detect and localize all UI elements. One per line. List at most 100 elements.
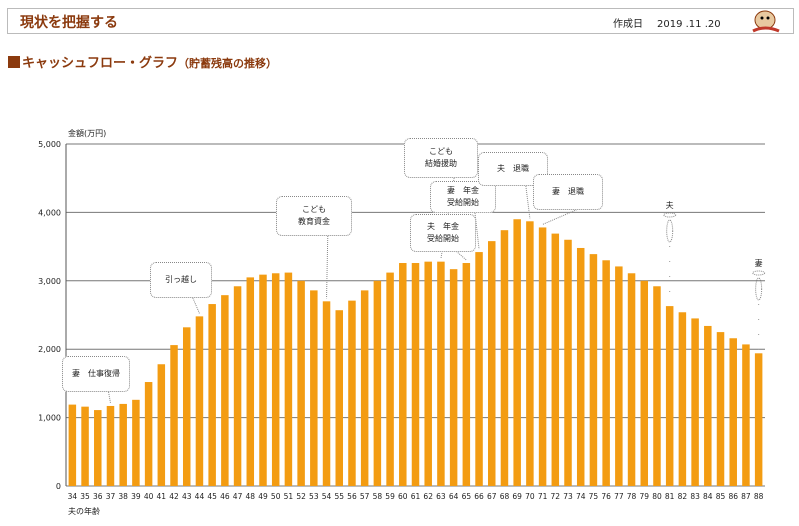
callout-pointer (542, 207, 581, 225)
x-tick-label: 64 (449, 492, 459, 501)
bar-age-87 (742, 344, 750, 486)
annotation-marker-icon (752, 270, 766, 276)
x-tick-label: 53 (309, 492, 319, 501)
y-tick-label: 0 (56, 482, 61, 491)
bar-age-39 (132, 399, 140, 486)
bar-age-79 (640, 280, 649, 486)
callout-pointer (191, 295, 200, 314)
bar-age-47 (233, 286, 242, 486)
x-tick-label: 38 (118, 492, 128, 501)
section-heading: キャッシュフロー・グラフ（貯蓄残高の推移） (8, 52, 277, 71)
x-tick-label: 75 (589, 492, 599, 501)
x-tick-label: 74 (576, 492, 586, 501)
bar-age-43 (182, 327, 191, 486)
x-tick-label: 41 (157, 492, 167, 501)
x-tick-label: 49 (258, 492, 268, 501)
bar-age-76 (602, 260, 610, 486)
bar-age-80 (653, 286, 661, 486)
section-title: キャッシュフロー・グラフ (22, 56, 179, 71)
bar-age-49 (259, 274, 267, 486)
callout-pointer (525, 183, 531, 219)
x-tick-label: 71 (538, 492, 548, 501)
date-value: 2019 .11 .20 (657, 19, 721, 30)
annotation-marker-icon (663, 212, 677, 218)
bar-age-64 (449, 269, 458, 486)
x-tick-label: 58 (373, 492, 383, 501)
bar-age-67 (488, 241, 496, 486)
annotation-bubble: こども 教育資金 (276, 196, 352, 236)
bar-age-82 (678, 312, 687, 486)
bar-age-78 (627, 273, 636, 486)
x-tick-label: 84 (703, 492, 713, 501)
bar-age-38 (119, 403, 127, 486)
x-tick-label: 46 (220, 492, 230, 501)
bar-age-54 (322, 301, 331, 486)
x-tick-label: 47 (233, 492, 243, 501)
bar-age-69 (513, 219, 521, 487)
x-tick-label: 45 (207, 492, 217, 501)
annotation-marker-icon (666, 219, 674, 243)
x-tick-label: 34 (68, 492, 78, 501)
creation-date: 作成日 2019 .11 .20 (613, 15, 721, 30)
bar-age-45 (208, 304, 216, 486)
x-tick-label: 63 (436, 492, 446, 501)
x-tick-label: 69 (512, 492, 522, 501)
page-title: 現状を把握する (20, 15, 118, 31)
x-tick-label: 82 (678, 492, 688, 501)
bar-age-34 (68, 404, 77, 486)
bar-age-51 (284, 272, 293, 486)
mascot-icon (752, 10, 780, 33)
x-tick-label: 40 (144, 492, 154, 501)
x-tick-label: 88 (754, 492, 764, 501)
annotation-bubble: 妻 仕事復帰 (62, 356, 130, 392)
x-tick-label: 79 (639, 492, 649, 501)
x-tick-label: 48 (246, 492, 256, 501)
bar-age-86 (729, 338, 737, 486)
bar-age-68 (500, 230, 509, 486)
x-tick-label: 39 (131, 492, 141, 501)
y-tick-label: 4,000 (38, 208, 61, 217)
bar-age-72 (551, 233, 560, 486)
callout-pointer (107, 389, 111, 404)
x-tick-label: 76 (601, 492, 611, 501)
x-tick-label: 55 (334, 492, 344, 501)
bar-age-46 (221, 295, 229, 486)
x-tick-label: 67 (487, 492, 497, 501)
bar-age-58 (373, 280, 382, 486)
y-tick-label: 1,000 (38, 414, 61, 423)
annotation-bubble: こども 結婚援助 (404, 138, 478, 178)
x-tick-label: 73 (563, 492, 573, 501)
annotation-marker-icon (755, 277, 763, 301)
bar-age-37 (106, 405, 115, 486)
bar-age-50 (271, 273, 280, 486)
bar-age-41 (157, 364, 166, 486)
x-tick-label: 35 (80, 492, 90, 501)
x-tick-label: 78 (627, 492, 637, 501)
x-tick-label: 62 (423, 492, 433, 501)
bar-age-74 (576, 247, 585, 486)
annotation-bubble: 妻 年金 受給開始 (430, 181, 496, 213)
x-tick-label: 70 (525, 492, 535, 501)
bar-age-36 (94, 410, 102, 486)
bar-age-61 (411, 263, 420, 486)
annotation-bubble: 引っ越し (150, 262, 212, 298)
bar-age-59 (386, 272, 394, 486)
bar-age-57 (360, 290, 369, 486)
x-tick-label: 87 (741, 492, 751, 501)
bar-age-65 (462, 263, 471, 486)
bar-age-77 (615, 266, 623, 486)
date-label: 作成日 (613, 19, 643, 30)
x-tick-label: 77 (614, 492, 624, 501)
x-tick-label: 68 (500, 492, 510, 501)
x-tick-label: 52 (296, 492, 306, 501)
bar-age-42 (170, 345, 178, 486)
y-tick-label: 3,000 (38, 277, 61, 286)
bar-age-48 (246, 277, 255, 486)
x-tick-label: 43 (182, 492, 192, 501)
x-tick-label: 36 (93, 492, 103, 501)
y-tick-label: 2,000 (38, 345, 61, 354)
x-tick-label: 56 (347, 492, 357, 501)
bar-age-85 (716, 332, 725, 486)
x-tick-label: 83 (690, 492, 700, 501)
